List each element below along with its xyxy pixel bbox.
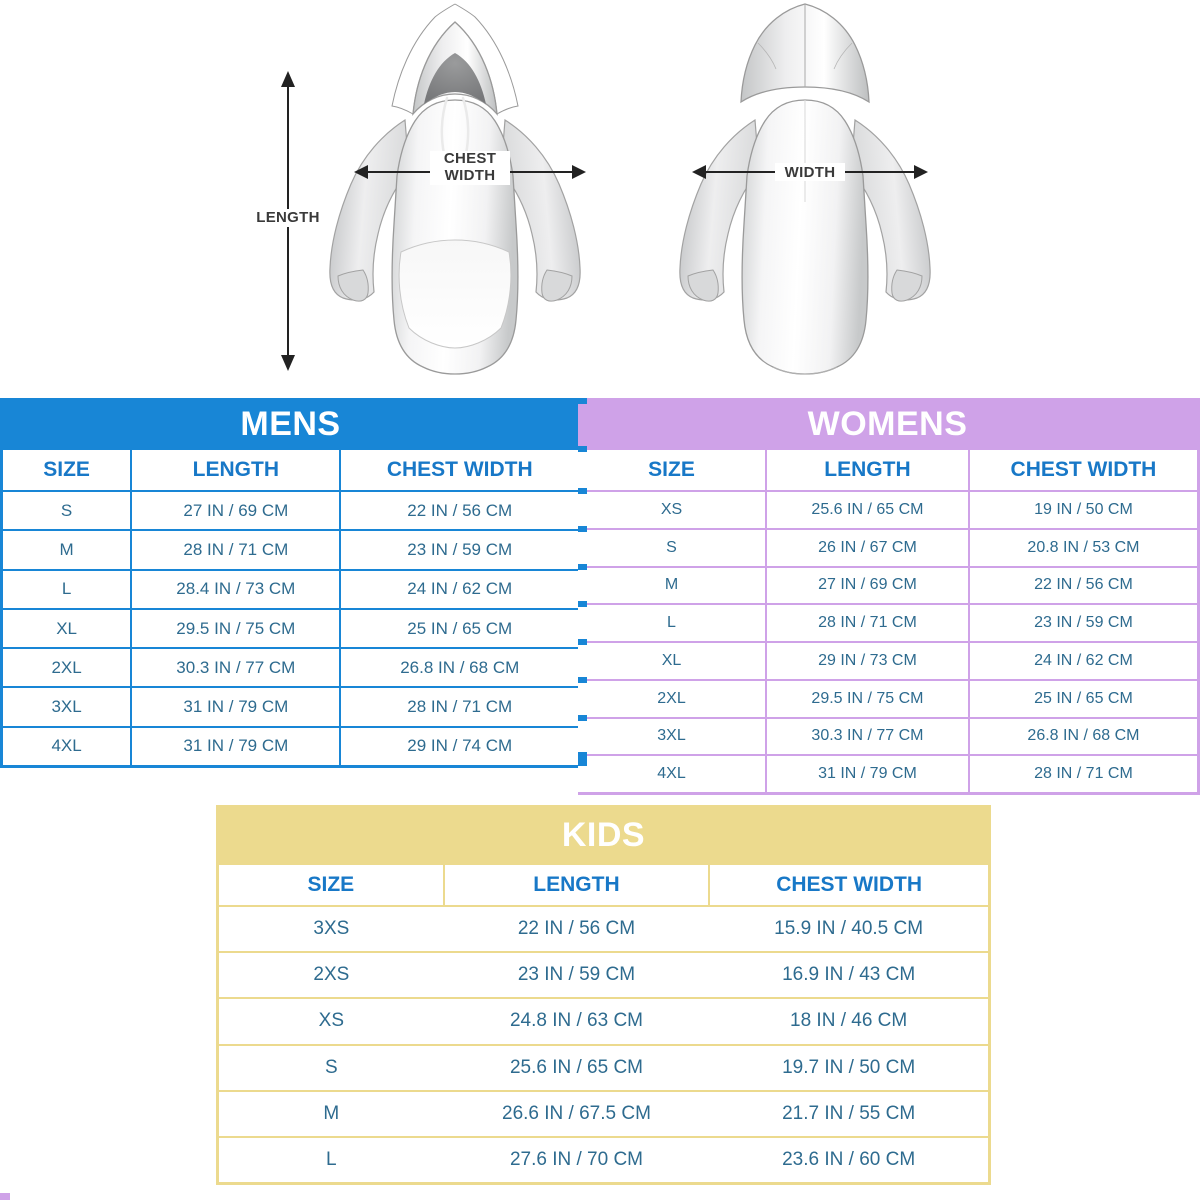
svg-text:WIDTH: WIDTH xyxy=(785,164,836,181)
svg-text:WIDTH: WIDTH xyxy=(445,167,496,184)
svg-text:LENGTH: LENGTH xyxy=(256,209,319,226)
svg-text:CHEST: CHEST xyxy=(444,150,496,167)
